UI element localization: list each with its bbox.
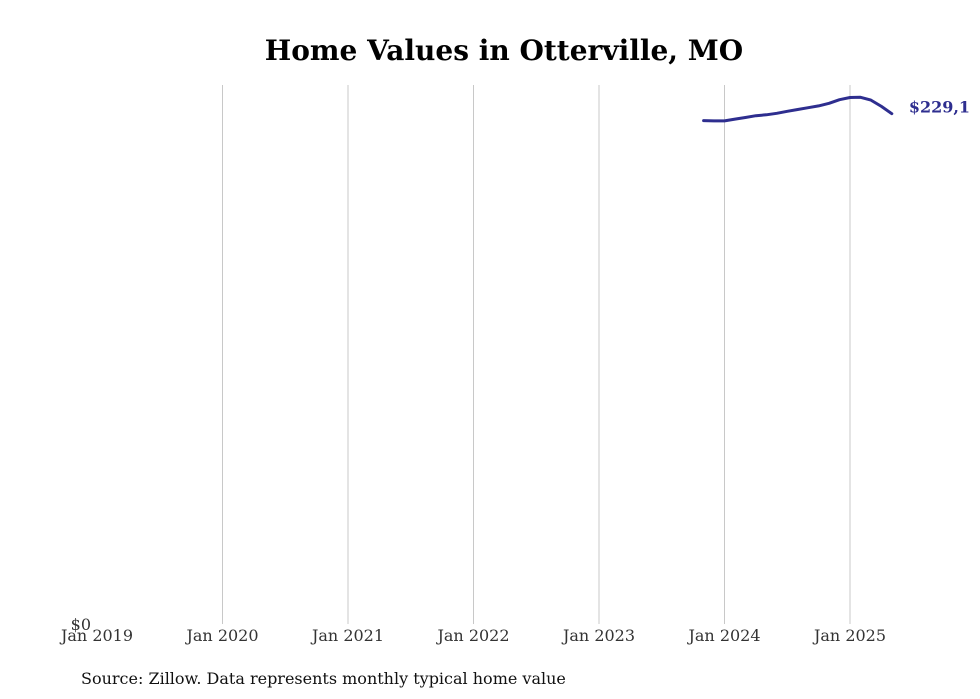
x-tick-label: Jan 2023 [561, 626, 635, 645]
x-tick-label: Jan 2024 [686, 626, 760, 645]
series-line [702, 95, 894, 123]
x-tick-label: Jan 2019 [59, 626, 133, 645]
series-end-label: $229,1 [909, 98, 970, 117]
y-tick-label: $0 [71, 615, 91, 634]
x-axis-ticks: Jan 2019 Jan 2020 Jan 2021 Jan 2022 Jan 2023… [59, 626, 886, 645]
gridlines [222, 85, 851, 624]
chart-title: Home Values in Otterville, MO [265, 34, 743, 67]
x-tick-label: Jan 2022 [435, 626, 509, 645]
series-layer: $229,1 [702, 95, 970, 123]
y-axis-ticks: $0 [71, 615, 91, 634]
x-tick-label: Jan 2025 [812, 626, 886, 645]
x-tick-label: Jan 2020 [184, 626, 258, 645]
x-tick-label: Jan 2021 [310, 626, 384, 645]
source-note: Source: Zillow. Data represents monthly … [81, 669, 566, 688]
